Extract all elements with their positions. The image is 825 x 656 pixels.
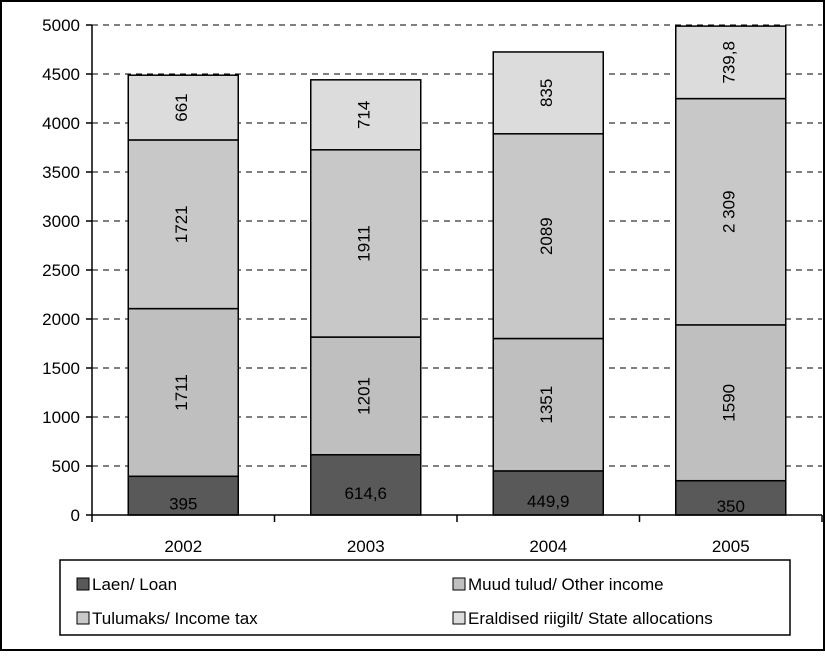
legend-box — [59, 559, 791, 636]
data-label: 1911 — [354, 225, 373, 262]
data-label: 1201 — [354, 377, 373, 415]
y-tick-label: 2000 — [42, 310, 80, 329]
legend-label: Eraldised riigilt/ State allocations — [468, 609, 713, 628]
y-tick-label: 2500 — [42, 261, 80, 280]
data-label: 350 — [717, 497, 745, 516]
data-label: 835 — [537, 79, 556, 107]
y-tick-label: 4500 — [42, 65, 80, 84]
bar-segment — [675, 97, 787, 326]
data-labels: 395 1711 1721 661 614,6 1201 1911 714 449,9 1351 2… — [169, 41, 745, 516]
data-label: 739,8 — [719, 41, 738, 84]
bar-segment — [492, 470, 604, 516]
legend-swatch — [76, 611, 90, 625]
x-tick-label: 2004 — [529, 537, 567, 556]
y-tick-label: 5000 — [42, 16, 80, 35]
legend-swatch — [76, 577, 90, 591]
data-label: 614,6 — [344, 484, 387, 503]
bar-segment — [127, 74, 239, 141]
bar-segment — [492, 51, 604, 135]
bar-segment — [310, 149, 422, 338]
bars — [127, 25, 787, 516]
x-tick-label: 2003 — [347, 537, 385, 556]
bar-segment — [492, 133, 604, 340]
x-tick-label: 2002 — [164, 537, 202, 556]
y-tick-label: 1000 — [42, 408, 80, 427]
bar-segment — [310, 336, 422, 456]
axes: 0 500 1000 1500 2000 2500 3000 3500 4000 4500 5000… — [42, 16, 823, 556]
y-tick-label: 4000 — [42, 114, 80, 133]
legend: Laen/ Loan Muud tulud/ Other income Tuluma… — [59, 559, 791, 636]
bar-segment — [127, 307, 239, 478]
data-label: 1590 — [719, 384, 738, 422]
x-tick-label: 2005 — [712, 537, 750, 556]
data-label: 1711 — [172, 374, 191, 411]
y-tick-label: 0 — [71, 506, 80, 525]
data-label: 2 309 — [719, 190, 738, 233]
y-tick-label: 3500 — [42, 163, 80, 182]
legend-label: Muud tulud/ Other income — [468, 575, 664, 594]
data-label: 449,9 — [527, 492, 570, 511]
bar-segment — [675, 25, 787, 100]
data-label: 1351 — [537, 386, 556, 424]
data-label: 714 — [354, 101, 373, 129]
bar-segment — [127, 139, 239, 310]
data-label: 2089 — [537, 217, 556, 255]
data-label: 1721 — [172, 205, 191, 243]
data-label: 395 — [169, 495, 197, 514]
data-label: 661 — [172, 93, 191, 121]
bar-segment — [310, 454, 422, 516]
y-tick-label: 500 — [52, 457, 80, 476]
legend-label: Tulumaks/ Income tax — [92, 609, 258, 628]
bar-segment — [492, 337, 604, 472]
legend-swatch — [452, 577, 466, 591]
legend-swatch — [452, 611, 466, 625]
legend-label: Laen/ Loan — [92, 575, 177, 594]
bar-segment — [310, 79, 422, 151]
y-tick-label: 1500 — [42, 359, 80, 378]
y-tick-label: 3000 — [42, 212, 80, 231]
